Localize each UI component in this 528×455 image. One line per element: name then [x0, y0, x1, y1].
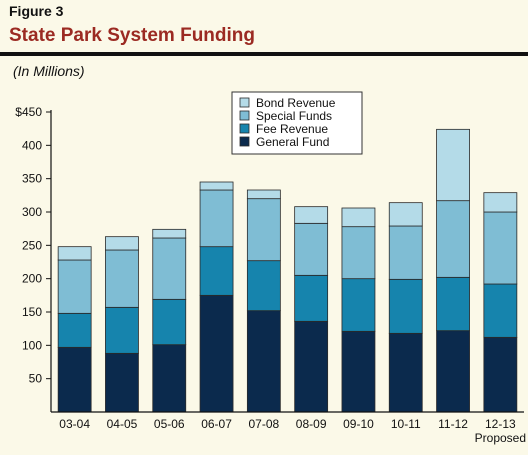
- y-tick-label: 400: [22, 138, 42, 152]
- bar-segment-bond-revenue: [57, 246, 92, 261]
- x-tick-label: 03-04: [59, 417, 90, 431]
- bar-segment-general-fund: [105, 352, 139, 413]
- y-tick-label: 100: [22, 338, 42, 352]
- y-tick-label: 300: [22, 205, 42, 219]
- bar-segment-bond-revenue: [436, 128, 470, 202]
- y-tick-label: 150: [22, 305, 42, 319]
- x-tick-label: 11-12: [438, 417, 468, 431]
- bar-segment-fee-revenue: [388, 278, 423, 334]
- bar-segment-bond-revenue: [105, 236, 139, 251]
- x-tick-label: 10-11: [391, 417, 421, 431]
- chart-title: State Park System Funding: [9, 25, 256, 46]
- bar-segment-special-funds: [341, 226, 376, 280]
- bar-segment-fee-revenue: [246, 260, 281, 312]
- bar-segment-general-fund: [436, 330, 470, 413]
- bar-segment-general-fund: [199, 294, 234, 413]
- bar-segment-fee-revenue: [483, 283, 518, 338]
- bar-segment-fee-revenue: [199, 246, 234, 296]
- bar-segment-special-funds: [57, 259, 92, 314]
- bar-segment-special-funds: [294, 222, 329, 276]
- legend-label: Fee Revenue: [256, 122, 328, 136]
- bar-segment-fee-revenue: [294, 274, 329, 322]
- bar-segment-special-funds: [388, 225, 423, 280]
- bar-segment-fee-revenue: [152, 298, 187, 346]
- title-rule: [0, 52, 528, 56]
- bar-segment-general-fund: [57, 346, 92, 413]
- y-tick-label: 50: [29, 372, 43, 386]
- x-tick-sublabel: Proposed: [475, 431, 526, 445]
- bar-segment-bond-revenue: [294, 206, 329, 224]
- y-tick-label: 200: [22, 272, 42, 286]
- bar-segment-bond-revenue: [483, 192, 518, 213]
- bar-segment-general-fund: [152, 344, 187, 413]
- bar-segment-general-fund: [294, 320, 329, 413]
- legend-swatch: [239, 123, 250, 134]
- bar-segment-fee-revenue: [341, 278, 376, 332]
- bar-segment-bond-revenue: [246, 189, 281, 200]
- bar-segment-special-funds: [199, 189, 234, 248]
- bar-segment-special-funds: [152, 237, 187, 300]
- y-tick-label: 350: [22, 172, 42, 186]
- x-tick-label: 09-10: [343, 417, 374, 431]
- x-tick-label: 04-05: [107, 417, 138, 431]
- legend-swatch: [239, 97, 250, 108]
- x-tick-label: 05-06: [154, 417, 185, 431]
- bar-segment-bond-revenue: [199, 181, 234, 191]
- bar-segment-special-funds: [246, 198, 281, 262]
- y-tick-label: 250: [22, 238, 42, 252]
- bar-segment-special-funds: [436, 200, 470, 278]
- legend-label: Bond Revenue: [256, 96, 336, 110]
- bar-segment-special-funds: [483, 211, 518, 285]
- x-tick-label: 07-08: [248, 417, 279, 431]
- bar-segment-general-fund: [388, 332, 423, 413]
- bar-segment-fee-revenue: [105, 306, 139, 354]
- chart-subtitle: (In Millions): [13, 63, 85, 79]
- bar-segment-general-fund: [246, 310, 281, 413]
- bar-segment-special-funds: [105, 249, 139, 308]
- bar-segment-bond-revenue: [341, 207, 376, 228]
- legend-swatch: [239, 110, 250, 121]
- legend-label: General Fund: [256, 135, 329, 149]
- legend-swatch: [239, 136, 250, 147]
- legend-label: Special Funds: [256, 109, 332, 123]
- legend-box: [231, 91, 363, 155]
- y-tick-label: $450: [15, 105, 42, 119]
- bar-segment-bond-revenue: [388, 202, 423, 227]
- bar-segment-general-fund: [341, 330, 376, 413]
- bar-segment-fee-revenue: [57, 312, 92, 348]
- bar-segment-general-fund: [483, 336, 518, 413]
- x-tick-label: 08-09: [296, 417, 327, 431]
- x-tick-label: 06-07: [201, 417, 232, 431]
- x-tick-label: 12-13: [485, 417, 516, 431]
- bar-segment-fee-revenue: [436, 276, 470, 332]
- bar-segment-bond-revenue: [152, 228, 187, 239]
- figure-header: Figure 3 State Park System Funding: [0, 0, 528, 56]
- figure-label: Figure 3: [9, 3, 64, 19]
